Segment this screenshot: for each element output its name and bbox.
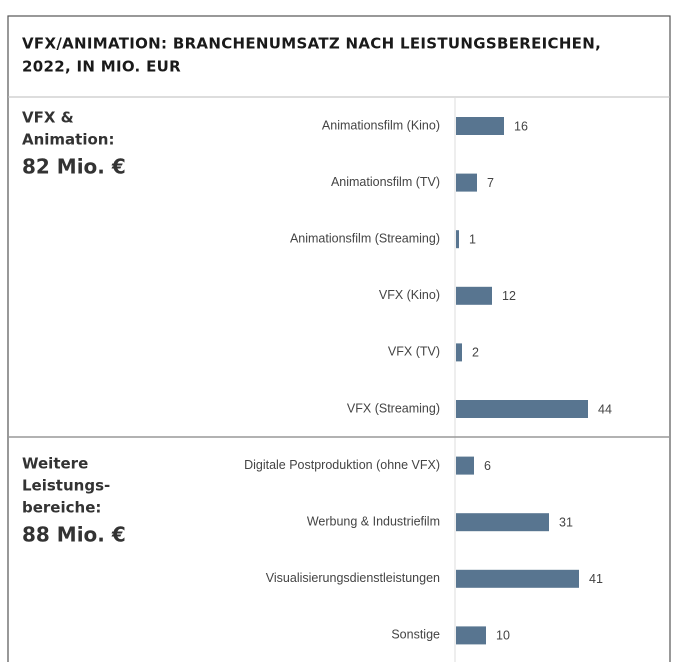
group-total: 88 Mio. €	[22, 523, 126, 547]
value-label: 16	[514, 119, 528, 133]
group-label: VFX &	[22, 109, 74, 127]
bar	[456, 626, 486, 645]
category-label: Werbung & Industriefilm	[307, 514, 440, 528]
category-label: Animationsfilm (Kino)	[322, 118, 440, 132]
value-label: 6	[484, 459, 491, 473]
value-label: 44	[598, 402, 612, 416]
category-label: VFX (Kino)	[379, 288, 440, 302]
bar	[456, 343, 462, 362]
value-label: 2	[472, 346, 479, 360]
category-label: Sonstige	[391, 628, 440, 642]
bar	[456, 117, 504, 135]
bar	[456, 513, 549, 532]
category-label: VFX (TV)	[388, 345, 440, 359]
group-label: bereiche:	[22, 499, 101, 517]
value-label: 1	[469, 232, 476, 246]
chart-title: VFX/ANIMATION: BRANCHENUMSATZ NACH LEIST…	[22, 35, 601, 53]
value-label: 7	[487, 176, 494, 190]
chart-title: 2022, IN MIO. EUR	[22, 58, 181, 76]
group-total: 82 Mio. €	[22, 155, 126, 179]
category-label: Animationsfilm (Streaming)	[290, 231, 440, 245]
value-label: 41	[589, 572, 603, 586]
category-label: VFX (Streaming)	[347, 401, 440, 415]
bar	[456, 400, 588, 418]
category-label: Digitale Postproduktion (ohne VFX)	[244, 458, 440, 472]
bar	[456, 286, 492, 305]
group-label: Weitere	[22, 455, 88, 473]
group-label: Animation:	[22, 131, 114, 149]
bar	[456, 230, 459, 249]
category-label: Animationsfilm (TV)	[331, 175, 440, 189]
category-label: Visualisierungsdienstleistungen	[266, 571, 440, 585]
value-label: 10	[496, 629, 510, 643]
frame	[7, 15, 671, 662]
bar	[456, 173, 477, 192]
bar	[456, 569, 579, 588]
value-label: 12	[502, 289, 516, 303]
value-label: 31	[559, 515, 573, 529]
bar	[456, 456, 474, 475]
group-label: Leistungs-	[22, 477, 110, 495]
